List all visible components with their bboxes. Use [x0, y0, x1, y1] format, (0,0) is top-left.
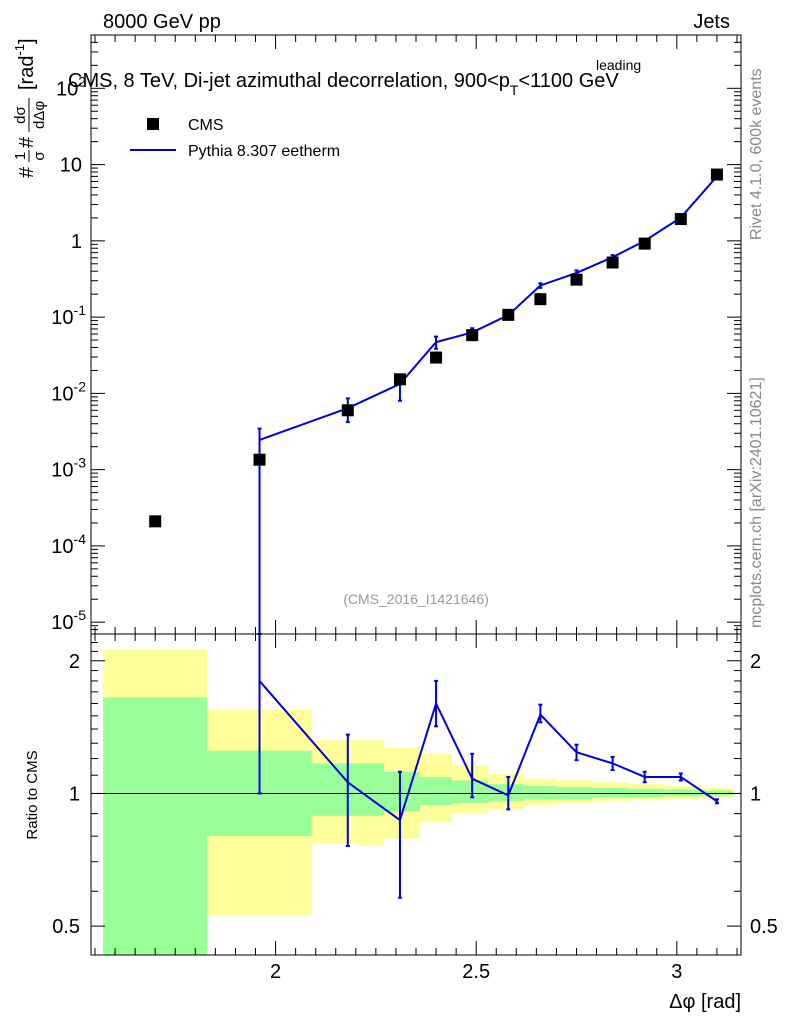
ratio-green-band — [103, 697, 208, 955]
main-y-axis-label: # 1 σ # dσ dΔφ [rad-1] — [12, 38, 48, 178]
ylabel-frac2-den: dΔφ — [31, 101, 48, 129]
legend: CMS Pythia 8.307 eetherm — [130, 117, 340, 160]
main-y-tick-label: 10-4 — [51, 531, 86, 558]
ratio-y-tick-label: 0.5 — [52, 916, 80, 938]
ylabel-frac2-num: dσ — [12, 105, 29, 123]
ratio-green-band — [420, 776, 453, 806]
ratio-green-band — [452, 780, 489, 804]
ratio-y-tick-label-right: 1 — [750, 783, 761, 805]
legend-label-cms: CMS — [188, 117, 224, 134]
cms-data-point — [674, 213, 687, 226]
title-prefix: CMS, 8 TeV, Di-jet azimuthal decorrelati… — [68, 70, 510, 92]
main-y-tick-label: 1 — [71, 231, 82, 253]
main-plot-title: CMS, 8 TeV, Di-jet azimuthal decorrelati… — [68, 70, 619, 98]
main-plot-panel: 10-5 10-4 10-3 10-2 10-1 1 10 102 CMS, 8 TeV, D… — [12, 34, 742, 635]
cms-data-point — [149, 515, 162, 528]
header-right-label: Jets — [693, 11, 730, 33]
svg-text:#: # — [16, 166, 38, 178]
cms-data-point — [466, 329, 479, 342]
ylabel-lead: # — [16, 166, 38, 178]
cms-data-point — [393, 373, 406, 386]
ylabel-frac1-num: 1 — [12, 152, 29, 160]
title-sub: T — [510, 82, 519, 98]
main-y-tick-label: 10-1 — [51, 302, 86, 329]
pythia-main-line — [259, 175, 718, 441]
ratio-y-tick-label: 2 — [69, 651, 80, 673]
title-sup: leading — [596, 57, 641, 73]
cms-data-point — [570, 273, 583, 286]
main-y-tick-label: 10-3 — [51, 455, 86, 482]
x-tick-label: 2.5 — [462, 961, 490, 983]
mcplots-side-label: mcplots.cern.ch [arXiv:2401.10621] — [748, 377, 765, 628]
cms-data-point — [253, 453, 266, 466]
cms-data-point — [638, 237, 651, 250]
ratio-green-band — [488, 784, 525, 802]
ratio-plot-panel: 0.5 0.5 1 1 2 2 2 2.5 3 Ratio to CMS Δφ [rad] — [24, 633, 778, 1013]
x-tick-label: 2 — [270, 961, 281, 983]
cms-data-point — [606, 256, 619, 269]
x-tick-label: 3 — [671, 961, 682, 983]
analysis-id-annotation: (CMS_2016_I1421646) — [343, 591, 489, 607]
rivet-side-label: Rivet 4.1.0, 600k events — [748, 68, 765, 240]
ratio-green-band — [311, 763, 356, 816]
ratio-green-band — [524, 785, 557, 800]
legend-marker-cms — [147, 118, 159, 130]
main-y-tick-label: 10 — [60, 155, 82, 177]
ylabel-hash2: # — [16, 136, 38, 148]
ylabel-unit-close: ] — [16, 38, 38, 44]
svg-text:[rad-1]: [rad-1] — [12, 38, 38, 90]
main-y-tick-label: 102 — [56, 73, 86, 100]
cms-data-point — [710, 168, 723, 181]
ratio-green-band — [355, 763, 384, 816]
main-y-tick-label: 10-2 — [51, 378, 86, 405]
ylabel-frac1-den: σ — [31, 151, 48, 161]
cms-data-point — [534, 293, 547, 306]
ylabel-unit-sup: -1 — [12, 44, 27, 56]
legend-label-pythia: Pythia 8.307 eetherm — [188, 143, 340, 160]
pythia-ratio-line — [258, 680, 718, 822]
cms-data-point — [341, 404, 354, 417]
title-suffix: <1100 GeV — [518, 70, 619, 92]
ratio-y-tick-label-right: 0.5 — [750, 916, 778, 938]
ratio-y-tick-label: 1 — [69, 783, 80, 805]
cms-data-point — [502, 308, 515, 321]
ratio-green-band — [592, 787, 629, 798]
header-left-label: 8000 GeV pp — [103, 11, 221, 33]
cms-data-point — [430, 351, 443, 364]
ratio-y-tick-label-right: 2 — [750, 651, 761, 673]
ylabel-unit: [rad — [16, 56, 38, 90]
ratio-green-band — [383, 771, 421, 812]
x-axis-label: Δφ [rad] — [669, 991, 741, 1013]
main-y-tick-label: 10-5 — [51, 607, 86, 634]
ratio-y-axis-label: Ratio to CMS — [24, 750, 41, 839]
